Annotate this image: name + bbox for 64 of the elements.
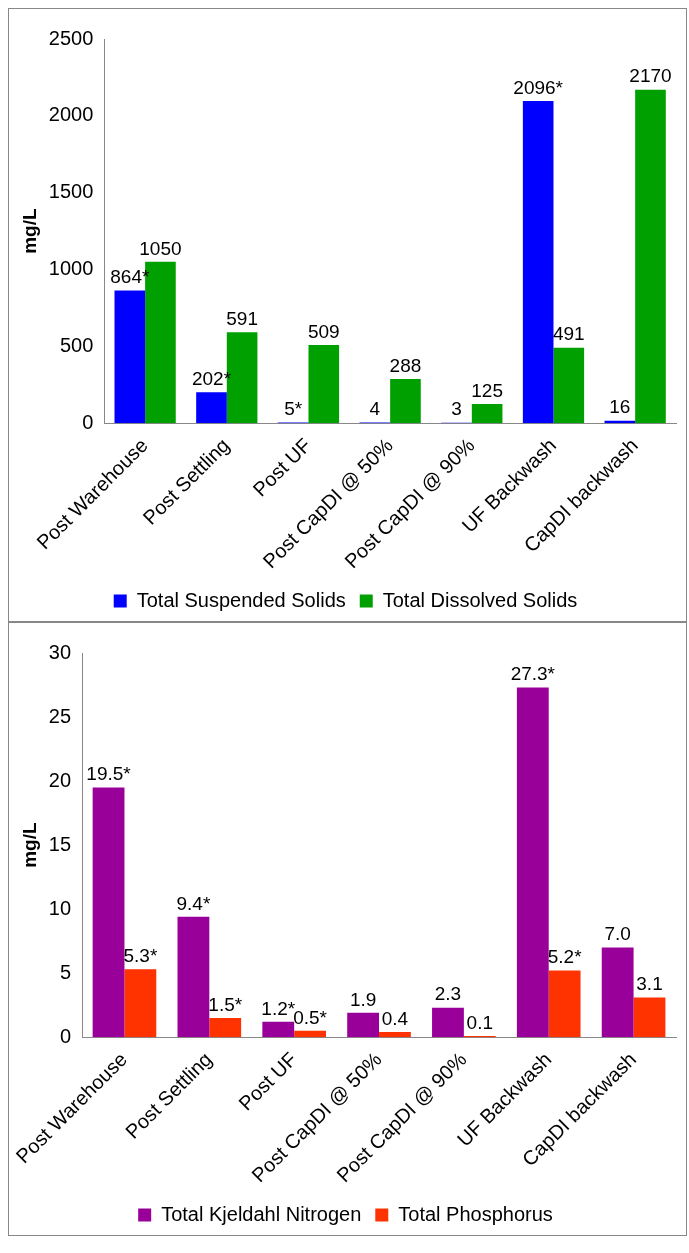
y-axis-title: mg/L [18, 208, 40, 254]
data-label: 2.3 [434, 983, 462, 1005]
bar [548, 970, 581, 1038]
bar [601, 947, 634, 1038]
legend-label: Total Phosphorus [398, 1202, 553, 1225]
legend-label: Total Kjeldahl Nitrogen [161, 1202, 362, 1225]
y-tick-label: 0 [82, 410, 94, 433]
bar [553, 347, 585, 424]
bar [114, 290, 146, 424]
bar [196, 392, 227, 424]
data-label: 125 [471, 379, 503, 401]
bar [124, 969, 157, 1038]
data-label: 0.4 [381, 1007, 409, 1029]
data-label: 27.3* [510, 663, 556, 685]
bar [308, 344, 340, 424]
bar [516, 687, 549, 1038]
data-label: 3 [451, 398, 462, 420]
data-label: 2096* [513, 76, 564, 98]
y-tick-label: 15 [48, 832, 72, 855]
data-label: 19.5* [86, 763, 132, 785]
y-tick-label: 25 [48, 704, 72, 727]
y-tick-label: 1500 [48, 180, 94, 203]
bar [471, 403, 503, 424]
bar [294, 1030, 326, 1038]
data-label: 591 [226, 308, 258, 330]
y-tick-label: 5 [59, 960, 72, 983]
data-label: 2170 [629, 65, 672, 87]
bar [522, 101, 554, 424]
data-label: 1.9 [349, 988, 377, 1010]
data-label: 9.4* [176, 892, 211, 914]
y-tick-label: 2500 [48, 26, 94, 49]
y-tick-label: 10 [48, 896, 72, 919]
legend-label: Total Suspended Solids [136, 588, 346, 611]
data-label: 5* [284, 398, 303, 420]
bar [633, 997, 666, 1038]
bar [209, 1017, 242, 1038]
data-label: 0.1 [466, 1011, 493, 1033]
y-tick-label: 30 [48, 640, 72, 663]
y-tick-label: 500 [59, 333, 94, 356]
y-axis-title: mg/L [18, 822, 40, 868]
data-label: 7.0 [604, 923, 631, 945]
y-tick-label: 2000 [48, 103, 94, 126]
legend-label: Total Dissolved Solids [382, 588, 578, 611]
bar [635, 89, 666, 424]
data-label: 4 [369, 398, 381, 420]
data-label: 288 [389, 354, 422, 376]
data-label: 16 [609, 396, 631, 418]
bar [347, 1012, 380, 1038]
bar [432, 1007, 464, 1038]
data-label: 1.5* [208, 993, 243, 1015]
data-label: 1050 [139, 237, 182, 259]
bar [262, 1021, 295, 1038]
y-tick-label: 1000 [48, 257, 94, 280]
bar [390, 378, 421, 424]
bar [379, 1032, 411, 1038]
bar [92, 787, 125, 1038]
data-label: 491 [552, 323, 585, 345]
bar [177, 916, 210, 1038]
y-tick-label: 0 [59, 1024, 72, 1047]
data-label: 0.5* [293, 1006, 328, 1028]
y-tick-label: 20 [48, 768, 72, 791]
data-label: 5.3* [123, 945, 158, 967]
data-label: 509 [307, 320, 340, 342]
data-label: 3.1 [636, 973, 663, 995]
